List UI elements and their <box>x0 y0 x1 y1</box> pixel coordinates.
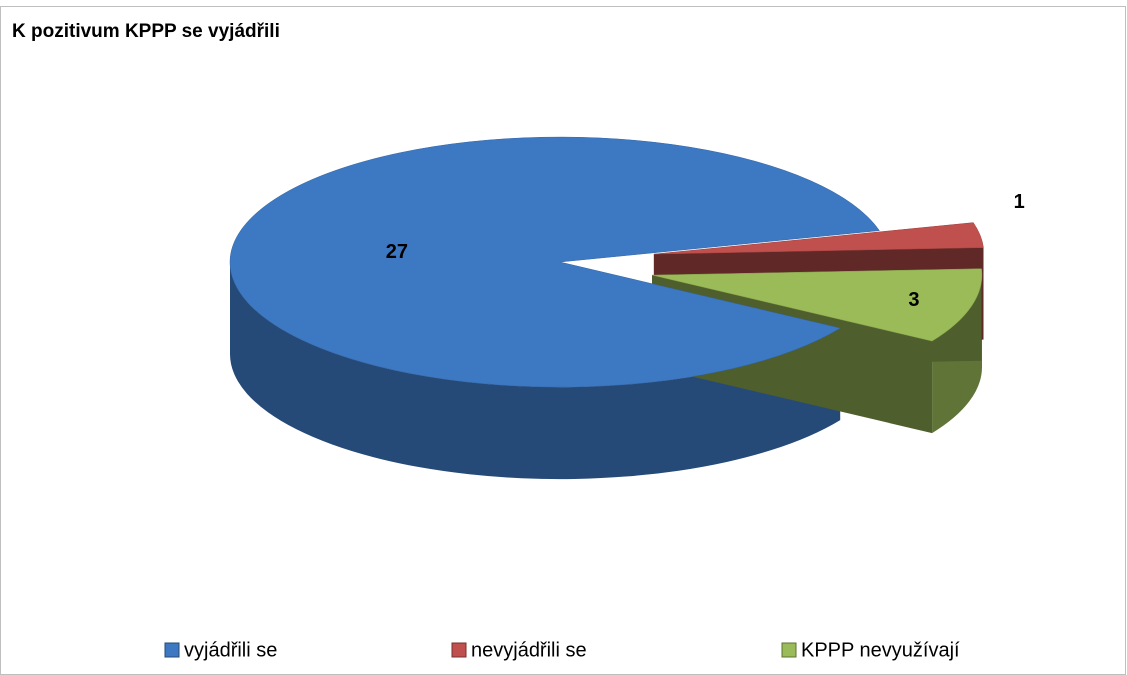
legend-label: vyjádřili se <box>184 639 277 661</box>
data-label: 27 <box>386 241 408 263</box>
data-label: 1 <box>1014 191 1025 213</box>
data-label: 3 <box>908 289 919 311</box>
slice-side <box>229 262 841 480</box>
chart-title: K pozitivum KPPP se vyjádřili <box>12 21 280 42</box>
legend-swatch <box>164 642 180 658</box>
legend-label: nevyjádřili se <box>471 639 587 661</box>
legend-swatch <box>781 642 797 658</box>
pie-slice <box>653 222 984 255</box>
pie-slice <box>651 268 983 342</box>
pie-slice <box>229 136 880 388</box>
legend-swatch <box>451 642 467 658</box>
legend-label: KPPP nevyužívají <box>801 639 960 661</box>
